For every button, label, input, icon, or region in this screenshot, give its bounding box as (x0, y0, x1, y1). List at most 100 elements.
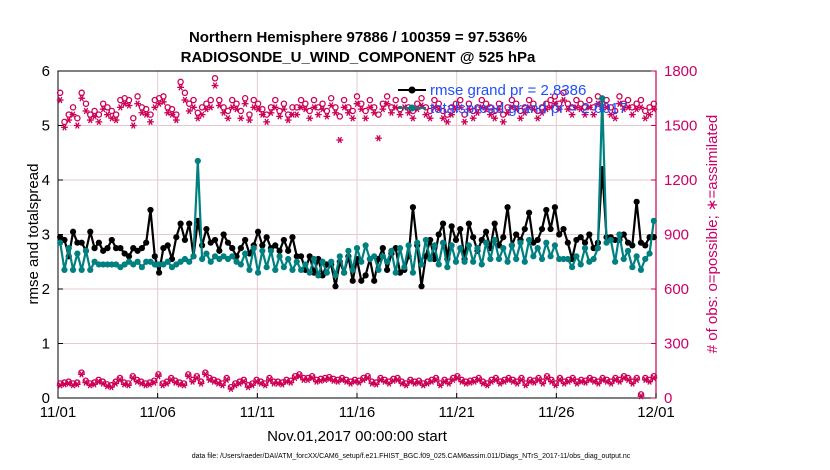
obs-assimilated-stroke (475, 109, 480, 117)
obs-assimilated-stroke (595, 100, 601, 107)
obs-assimilated-stroke (70, 382, 76, 389)
obs-assimilated-point (368, 380, 376, 387)
totalspread-point (530, 253, 537, 260)
totalspread-point (551, 242, 558, 249)
obs-assimilated-point (448, 111, 456, 118)
obs-assimilated-stroke (583, 379, 588, 386)
obs-assimilated-stroke (318, 377, 323, 385)
obs-possible-point (142, 105, 150, 113)
obs-assimilated-stroke (275, 380, 281, 387)
rmse-point (427, 236, 434, 244)
obs-assimilated-point (552, 382, 560, 389)
obs-assimilated-point (469, 114, 477, 122)
rmse-point (177, 220, 184, 227)
obs-assimilated-stroke (416, 379, 422, 386)
obs-assimilated-point (560, 96, 567, 104)
obs-assimilated-stroke (539, 109, 545, 117)
obs-assimilated-point (246, 116, 253, 124)
obs-assimilated-point (504, 109, 511, 117)
totalspread-point (439, 239, 447, 246)
obs-assimilated-point (366, 104, 374, 111)
obs-assimilated-stroke (532, 379, 537, 386)
x-tick-label: 11/01 (40, 404, 76, 421)
rmse-point (500, 234, 507, 241)
obs-assimilated-stroke (83, 107, 89, 115)
obs-assimilated-point (154, 372, 162, 380)
obs-assimilated-stroke (446, 380, 452, 387)
obs-assimilated-stroke (104, 382, 110, 390)
totalspread-point (57, 239, 64, 246)
obs-assimilated-point (486, 111, 494, 118)
obs-assimilated-stroke (194, 374, 200, 382)
obs-assimilated-stroke (113, 380, 118, 387)
obs-assimilated-point (267, 109, 275, 117)
obs-assimilated-point (332, 109, 339, 117)
obs-assimilated-stroke (186, 107, 192, 115)
obs-assimilated-point (151, 104, 159, 111)
obs-possible-point (392, 96, 399, 104)
obs-assimilated-stroke (290, 111, 295, 118)
rmse-point (513, 231, 520, 238)
obs-possible-point (246, 111, 253, 118)
obs-assimilated-point (224, 114, 232, 122)
obs-assimilated-stroke (228, 385, 234, 393)
y-tick-label: 3 (42, 227, 50, 244)
obs-assimilated-point (629, 380, 636, 387)
obs-possible-point (190, 96, 197, 104)
footer-datafile: data file: /Users/raeder/DAI/ATM_forcXX/… (192, 453, 631, 460)
obs-assimilated-point (594, 100, 602, 107)
totalspread-point (61, 266, 68, 274)
obs-assimilated-point (163, 380, 171, 387)
obs-assimilated-stroke (117, 376, 123, 384)
obs-assimilated-stroke (359, 105, 364, 113)
obs-assimilated-stroke (638, 104, 644, 111)
obs-assimilated-stroke (535, 114, 540, 122)
totalspread-point (457, 245, 464, 252)
totalspread-point (108, 261, 115, 268)
obs-assimilated-point (107, 383, 115, 391)
obs-assimilated-stroke (384, 100, 390, 107)
legend-spread-marker (408, 104, 416, 112)
obs-assimilated-stroke (303, 105, 308, 113)
obs-assimilated-stroke (363, 114, 368, 122)
obs-assimilated-stroke (613, 376, 618, 384)
obs-assimilated-point (142, 382, 149, 389)
obs-assimilated-stroke (279, 381, 285, 388)
totalspread-point (358, 258, 365, 265)
obs-possible-point (418, 95, 425, 102)
totalspread-point (156, 261, 163, 268)
rmse-point (332, 283, 339, 290)
obs-assimilated-point (432, 376, 440, 384)
obs-possible-point (216, 96, 223, 104)
obs-assimilated-stroke (337, 136, 343, 144)
obs-assimilated-stroke (378, 376, 383, 384)
obs-assimilated-point (402, 382, 410, 389)
obs-assimilated-point (104, 111, 111, 118)
obs-assimilated-stroke (331, 377, 336, 385)
rmse-point (564, 239, 571, 246)
totalspread-point (138, 264, 145, 271)
obs-assimilated-stroke (126, 102, 132, 109)
obs-assimilated-point (284, 116, 292, 124)
obs-assimilated-point (482, 105, 490, 113)
rmse-point (577, 234, 584, 241)
rmse-point (138, 245, 145, 252)
y-right-tick-label: 0 (664, 390, 672, 407)
obs-assimilated-stroke (130, 374, 136, 382)
obs-assimilated-point (411, 380, 419, 387)
obs-assimilated-point (353, 100, 361, 107)
obs-assimilated-stroke (548, 104, 553, 111)
obs-assimilated-stroke (356, 379, 362, 386)
obs-assimilated-point (193, 374, 201, 382)
obs-assimilated-stroke (463, 380, 469, 387)
obs-assimilated-point (223, 376, 231, 384)
rmse-point (538, 225, 546, 233)
obs-assimilated-stroke (199, 111, 205, 118)
obs-assimilated-stroke (373, 381, 379, 388)
obs-assimilated-stroke (459, 378, 464, 385)
obs-assimilated-stroke (634, 376, 640, 384)
obs-possible-point (112, 111, 120, 118)
obs-assimilated-stroke (369, 380, 375, 387)
obs-possible-point (465, 100, 473, 107)
obs-assimilated-stroke (455, 374, 460, 382)
